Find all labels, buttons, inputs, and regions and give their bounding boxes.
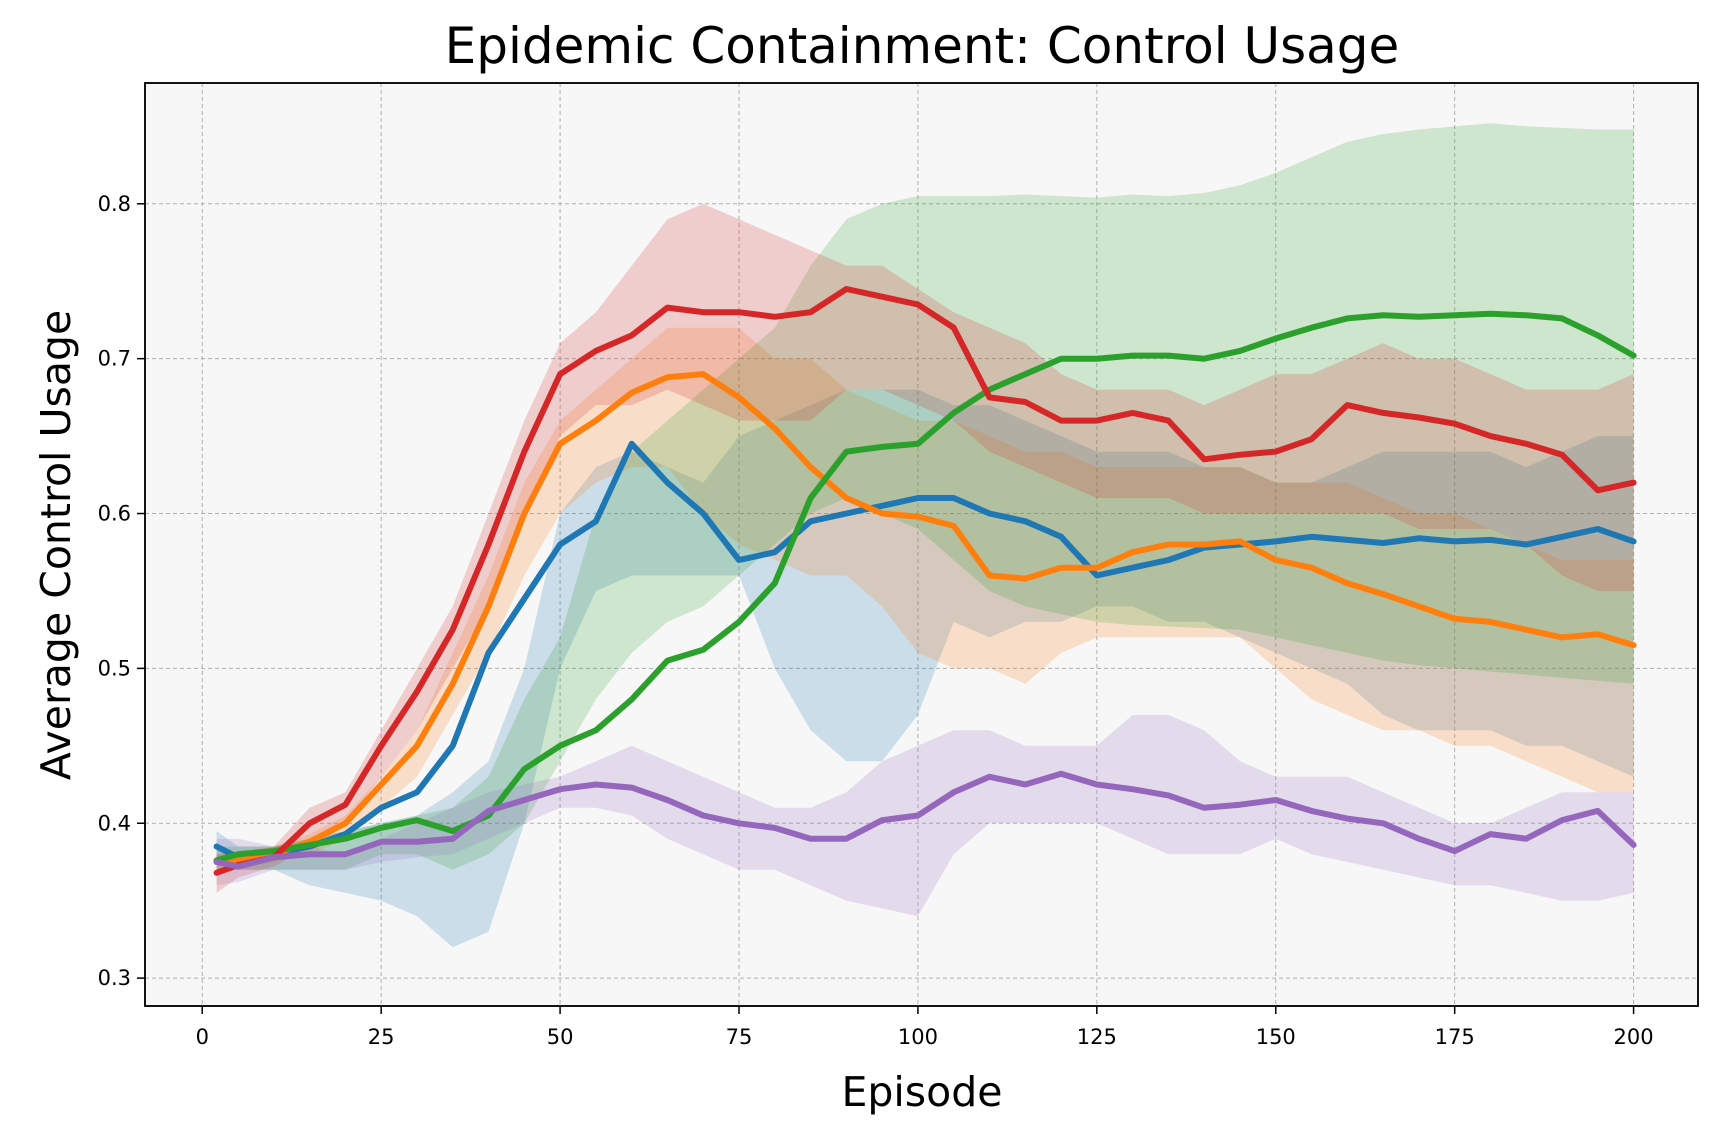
x-tick-label: 150: [1256, 1025, 1296, 1049]
y-tick-label: 0.3: [98, 966, 131, 990]
chart-title: Epidemic Containment: Control Usage: [445, 17, 1400, 75]
series-line-1: [213, 371, 1637, 865]
y-tick-label: 0.7: [98, 347, 131, 371]
x-tick-label: 0: [196, 1025, 209, 1049]
x-tick-label: 200: [1614, 1025, 1654, 1049]
plot-frame: [144, 82, 1699, 1007]
series-line-2: [213, 310, 1637, 864]
confidence-band-0: [216, 389, 1634, 948]
confidence-band-4: [216, 714, 1634, 917]
x-tick-label: 100: [898, 1025, 938, 1049]
series-line-3: [213, 286, 1637, 876]
series-lines: [213, 286, 1637, 876]
series-line-0: [213, 440, 1637, 861]
y-tick-label: 0.6: [98, 502, 131, 526]
axis-ticks: 0 25 50 75 100 125 150 175 200 0.3 0.4 0.5 0.6 0.7 0.8: [98, 192, 1654, 1049]
y-tick-label: 0.5: [98, 656, 131, 680]
y-tick-label: 0.8: [98, 192, 131, 216]
y-tick-label: 0.4: [98, 811, 131, 835]
x-axis-label: Episode: [841, 1068, 1002, 1116]
confidence-band-3: [216, 203, 1634, 893]
x-tick-label: 175: [1435, 1025, 1475, 1049]
x-tick-label: 50: [547, 1025, 574, 1049]
x-tick-label: 75: [726, 1025, 753, 1049]
x-tick-label: 25: [368, 1025, 395, 1049]
y-axis-label: Average Control Usage: [32, 310, 80, 780]
plot-area: [144, 82, 1699, 1007]
x-tick-label: 125: [1077, 1025, 1117, 1049]
confidence-band-1: [216, 327, 1634, 870]
series-line-4: [213, 770, 1637, 870]
